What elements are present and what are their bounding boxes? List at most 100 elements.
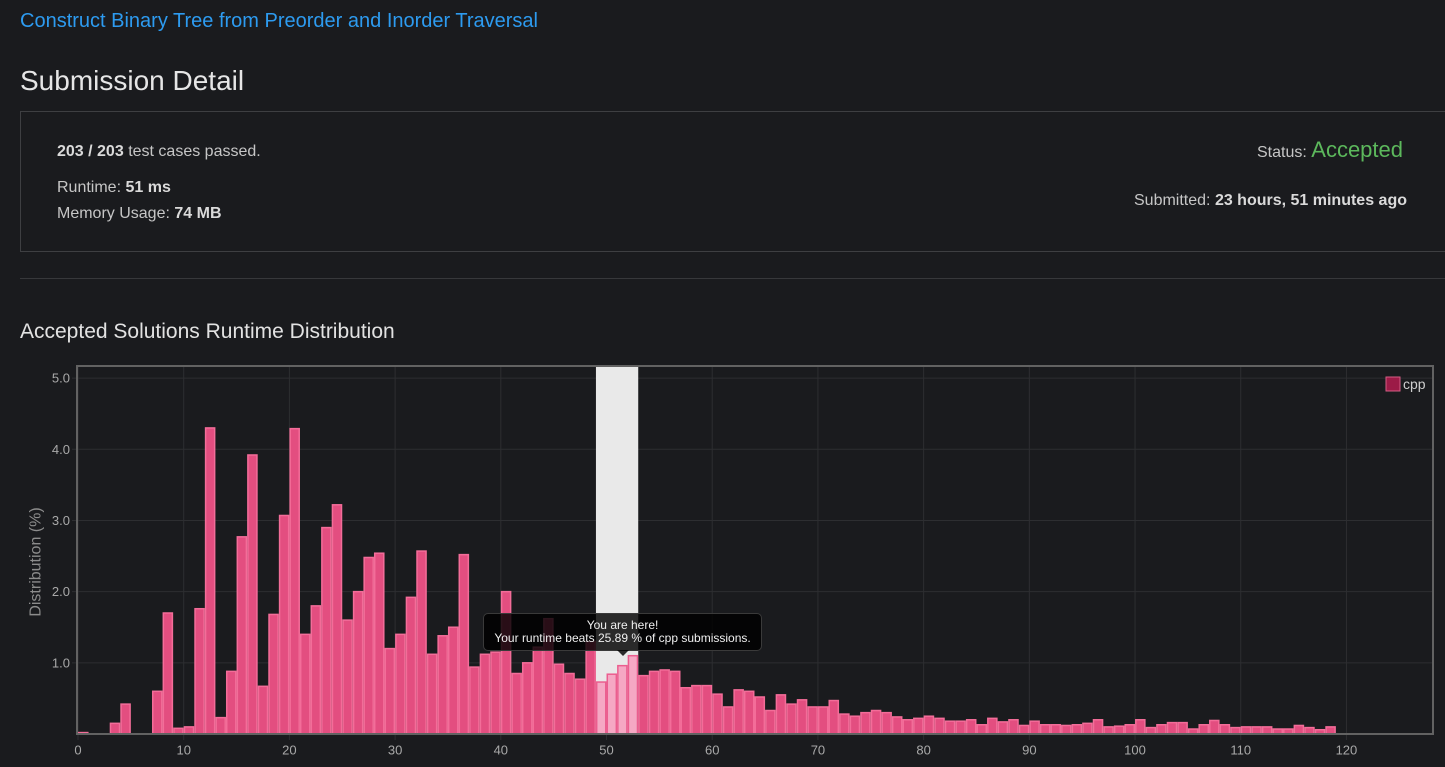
bar-96-ms[interactable]	[1092, 719, 1104, 735]
bar-51-ms[interactable]	[617, 664, 628, 735]
bar-25-ms[interactable]	[342, 619, 353, 735]
bar-46-ms[interactable]	[564, 672, 575, 735]
bar-52-ms[interactable]	[627, 654, 639, 735]
bar-82-ms[interactable]	[944, 720, 956, 735]
bar-58-ms[interactable]	[691, 684, 702, 735]
bar-15-ms[interactable]	[236, 536, 248, 735]
bar-98-ms[interactable]	[1113, 725, 1125, 735]
bar-71-ms[interactable]	[828, 699, 840, 735]
bar-74-ms[interactable]	[860, 711, 871, 735]
bar-24-ms[interactable]	[331, 504, 343, 735]
bar-38-ms[interactable]	[479, 653, 491, 735]
bar-7-ms[interactable]	[151, 690, 163, 735]
bar-103-ms[interactable]	[1166, 721, 1178, 735]
bar-45-ms[interactable]	[553, 663, 565, 735]
bar-63-ms[interactable]	[743, 690, 755, 735]
bar-86-ms[interactable]	[987, 717, 998, 735]
bar-50-ms[interactable]	[606, 673, 618, 735]
bar-53-ms[interactable]	[638, 674, 649, 735]
bar-79-ms[interactable]	[913, 717, 924, 735]
bar-95-ms[interactable]	[1082, 722, 1093, 735]
bar-104-ms[interactable]	[1177, 721, 1188, 735]
bar-43-ms[interactable]	[532, 646, 544, 735]
bar-34-ms[interactable]	[437, 635, 448, 735]
bar-118-ms[interactable]	[1325, 726, 1336, 735]
bar-57-ms[interactable]	[680, 686, 692, 735]
bar-21-ms[interactable]	[299, 633, 311, 735]
bar-90-ms[interactable]	[1029, 720, 1040, 735]
bar-106-ms[interactable]	[1198, 723, 1210, 735]
bar-80-ms[interactable]	[923, 715, 935, 735]
bar-85-ms[interactable]	[976, 723, 988, 735]
bar-83-ms[interactable]	[955, 720, 966, 735]
bar-18-ms[interactable]	[268, 613, 279, 735]
bar-89-ms[interactable]	[1018, 724, 1030, 735]
bar-93-ms[interactable]	[1061, 724, 1072, 735]
bar-111-ms[interactable]	[1251, 726, 1262, 735]
bar-68-ms[interactable]	[796, 699, 808, 735]
bar-108-ms[interactable]	[1219, 723, 1231, 735]
bar-12-ms[interactable]	[204, 427, 216, 735]
bar-17-ms[interactable]	[257, 685, 269, 735]
bar-60-ms[interactable]	[712, 693, 723, 735]
bar-37-ms[interactable]	[469, 666, 480, 735]
bar-88-ms[interactable]	[1008, 719, 1019, 735]
bar-26-ms[interactable]	[352, 590, 364, 735]
bar-11-ms[interactable]	[194, 607, 205, 735]
bar-70-ms[interactable]	[817, 706, 829, 735]
bar-69-ms[interactable]	[807, 706, 818, 735]
bar-10-ms[interactable]	[183, 726, 195, 735]
bar-75-ms[interactable]	[870, 709, 882, 735]
bar-41-ms[interactable]	[511, 672, 522, 735]
bar-47-ms[interactable]	[574, 678, 586, 735]
bar-35-ms[interactable]	[447, 626, 459, 735]
bar-16-ms[interactable]	[247, 454, 258, 735]
bar-72-ms[interactable]	[839, 713, 850, 735]
bar-32-ms[interactable]	[416, 550, 427, 735]
bar-91-ms[interactable]	[1039, 723, 1051, 735]
bar-78-ms[interactable]	[902, 719, 914, 735]
bar-19-ms[interactable]	[278, 514, 290, 735]
bar-4-ms[interactable]	[120, 703, 131, 735]
bar-77-ms[interactable]	[891, 716, 903, 735]
bar-33-ms[interactable]	[426, 653, 438, 735]
bar-84-ms[interactable]	[965, 719, 977, 735]
bar-94-ms[interactable]	[1071, 723, 1083, 735]
bar-13-ms[interactable]	[215, 716, 226, 735]
bar-61-ms[interactable]	[722, 706, 734, 735]
legend-item-cpp[interactable]: cpp	[1385, 376, 1426, 392]
bar-39-ms[interactable]	[490, 651, 501, 735]
bar-59-ms[interactable]	[701, 684, 713, 735]
bar-100-ms[interactable]	[1135, 719, 1146, 735]
bar-112-ms[interactable]	[1261, 726, 1273, 735]
bar-55-ms[interactable]	[659, 669, 670, 735]
bar-22-ms[interactable]	[310, 605, 322, 735]
bar-14-ms[interactable]	[225, 670, 237, 735]
bar-3-ms[interactable]	[109, 722, 121, 735]
bar-67-ms[interactable]	[786, 703, 797, 735]
bar-23-ms[interactable]	[321, 526, 332, 735]
bar-107-ms[interactable]	[1209, 719, 1220, 735]
bar-97-ms[interactable]	[1103, 726, 1114, 735]
bar-76-ms[interactable]	[881, 711, 892, 735]
bar-99-ms[interactable]	[1124, 723, 1136, 735]
bar-64-ms[interactable]	[754, 696, 766, 735]
bar-27-ms[interactable]	[363, 556, 374, 735]
bar-87-ms[interactable]	[997, 721, 1009, 735]
bar-56-ms[interactable]	[669, 670, 681, 735]
problem-title-link[interactable]: Construct Binary Tree from Preorder and …	[20, 10, 538, 32]
bar-102-ms[interactable]	[1156, 723, 1167, 735]
bar-31-ms[interactable]	[405, 596, 417, 735]
bar-30-ms[interactable]	[395, 633, 406, 735]
bar-20-ms[interactable]	[289, 427, 300, 735]
bar-81-ms[interactable]	[934, 717, 945, 735]
bar-48-ms[interactable]	[585, 640, 596, 735]
bar-62-ms[interactable]	[733, 689, 744, 735]
bar-73-ms[interactable]	[849, 715, 861, 735]
bar-54-ms[interactable]	[648, 670, 660, 735]
bar-28-ms[interactable]	[373, 552, 385, 735]
bar-49-ms[interactable]	[595, 681, 607, 735]
bar-29-ms[interactable]	[384, 647, 396, 735]
bar-65-ms[interactable]	[765, 709, 776, 735]
bar-66-ms[interactable]	[775, 694, 787, 735]
